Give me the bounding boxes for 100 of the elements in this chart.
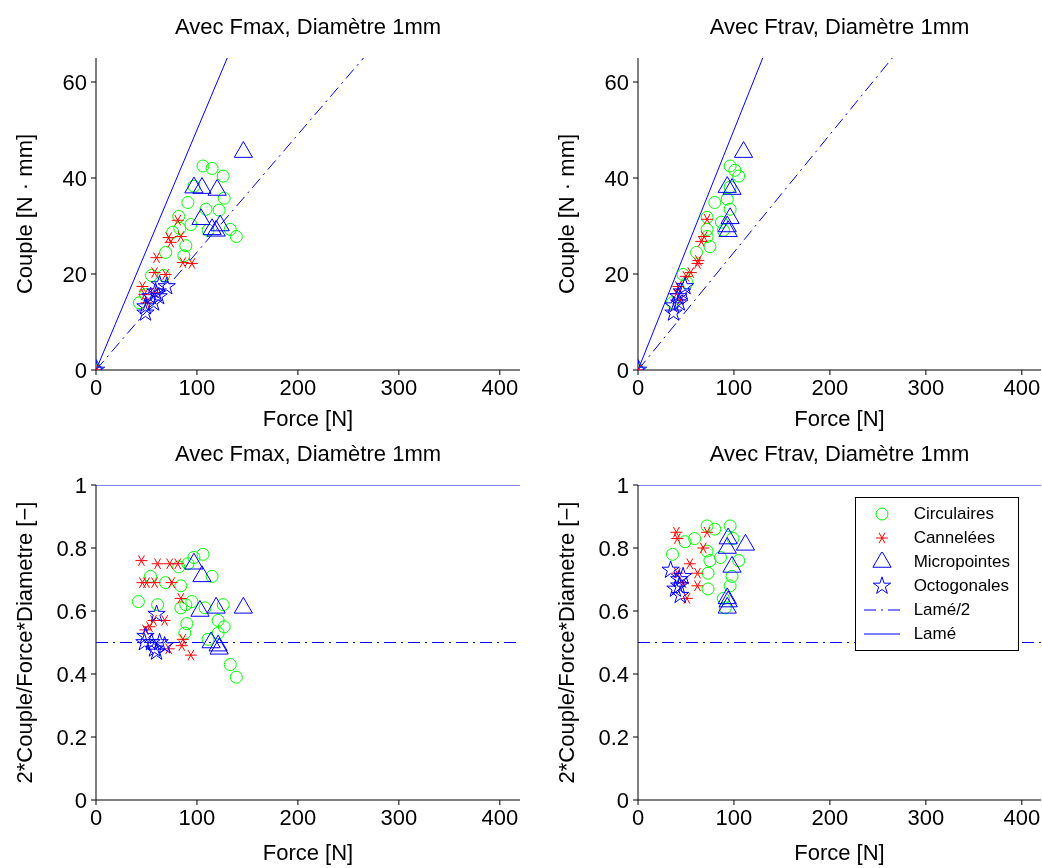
point <box>146 282 165 300</box>
point <box>159 245 173 259</box>
point <box>150 632 169 651</box>
point <box>675 276 695 295</box>
point <box>205 161 219 175</box>
point <box>661 560 680 578</box>
point <box>671 280 685 293</box>
y-tick-label: 0 <box>74 357 87 383</box>
point <box>690 580 704 592</box>
point <box>688 532 702 546</box>
legend-label: Octogonales <box>913 576 1010 596</box>
chart-title: Avec Ftrav, Diamètre 1mm <box>708 441 971 467</box>
x-tick-label: 400 <box>481 804 519 830</box>
legend-label: Lamé <box>913 624 957 644</box>
point <box>184 218 198 232</box>
x-tick-label: 200 <box>279 374 317 400</box>
point <box>670 569 689 588</box>
point <box>670 576 689 594</box>
point <box>184 649 198 661</box>
point <box>135 576 149 589</box>
point <box>212 203 226 217</box>
legend-label: Cannelées <box>913 528 995 548</box>
point <box>669 526 683 538</box>
legend-label: Circulaires <box>913 504 994 524</box>
point <box>664 296 683 314</box>
point <box>131 595 145 609</box>
point <box>174 592 188 605</box>
point <box>703 240 717 254</box>
point <box>135 280 149 293</box>
point <box>150 251 164 264</box>
y-axis-title: Couple [N · mm] <box>554 133 579 295</box>
point <box>181 195 195 209</box>
point <box>139 576 153 589</box>
y-tick-label: 0.2 <box>598 724 629 750</box>
point <box>700 222 714 236</box>
y-tick-label: 0 <box>616 357 629 383</box>
y-tick-label: 0 <box>616 787 629 813</box>
y-tick-label: 40 <box>604 165 629 191</box>
point <box>666 579 685 597</box>
point <box>179 239 193 253</box>
point <box>670 293 689 311</box>
point <box>149 286 168 305</box>
point <box>725 569 739 583</box>
point <box>196 159 210 173</box>
point <box>165 576 179 589</box>
point <box>680 276 694 290</box>
x-axis-title: Force [N] <box>794 406 885 431</box>
point <box>174 579 188 593</box>
point <box>172 209 186 223</box>
point <box>141 286 160 305</box>
point <box>151 558 165 570</box>
x-axis-title: Force [N] <box>262 406 354 431</box>
point <box>673 566 693 585</box>
point <box>708 522 722 536</box>
point <box>223 222 237 236</box>
point <box>701 582 715 596</box>
point <box>151 598 165 612</box>
point <box>176 633 190 646</box>
point <box>694 235 708 248</box>
x-tick-label: 100 <box>178 804 216 830</box>
point <box>723 519 737 533</box>
x-tick-label: 100 <box>715 374 753 400</box>
point <box>229 230 243 244</box>
y-tick-label: 60 <box>62 69 87 95</box>
y-tick-label: 0.6 <box>598 598 629 624</box>
y-axis-title: 2*Couple/Force*Diametre [−] <box>554 501 579 784</box>
point <box>171 558 185 570</box>
y-tick-label: 1 <box>616 472 629 498</box>
chart-title: Avec Fmax, Diamètre 1mm <box>173 14 443 40</box>
point <box>175 639 189 652</box>
y-tick-label: 0.2 <box>56 724 87 750</box>
point <box>217 620 231 634</box>
x-tick-label: 400 <box>1003 804 1041 830</box>
point <box>174 601 188 615</box>
point <box>671 585 690 604</box>
point <box>136 297 155 315</box>
point <box>664 303 683 321</box>
chart-title: Avec Fmax, Diamètre 1mm <box>173 441 443 467</box>
point <box>155 636 174 654</box>
point <box>134 554 148 567</box>
point <box>158 614 172 627</box>
y-tick-label: 0.4 <box>598 661 629 687</box>
point <box>136 303 155 321</box>
point <box>720 192 734 206</box>
point <box>157 276 176 295</box>
point <box>690 245 704 259</box>
point <box>173 221 187 235</box>
point <box>147 604 166 623</box>
point <box>666 547 680 561</box>
x-tick-label: 200 <box>279 804 317 830</box>
point <box>211 613 225 627</box>
x-tick-label: 100 <box>715 804 753 830</box>
y-tick-label: 60 <box>604 69 629 95</box>
point <box>178 626 192 640</box>
point <box>732 169 746 183</box>
point <box>728 163 742 177</box>
point <box>723 159 737 173</box>
point <box>148 576 162 589</box>
point <box>144 293 163 311</box>
y-axis-title: 2*Couple/Force*Diametre [−] <box>12 501 37 784</box>
